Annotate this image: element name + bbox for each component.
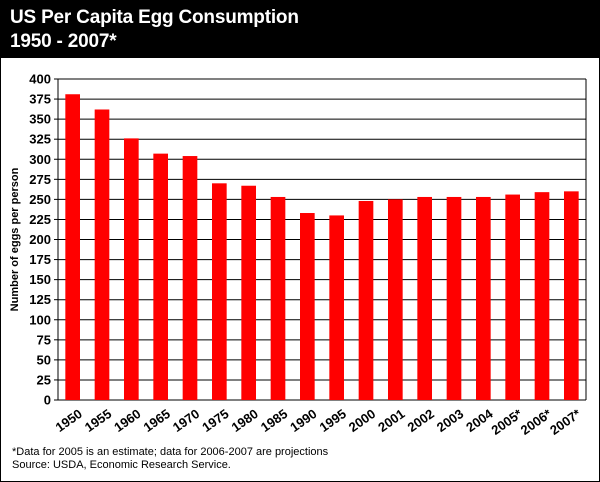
x-tick-label: 1950	[53, 406, 85, 435]
bar	[505, 194, 520, 400]
chart-subtitle: 1950 - 2007*	[10, 31, 117, 52]
bar	[182, 156, 198, 400]
footnote-source: Source: USDA, Economic Research Service.	[12, 459, 231, 471]
bar	[417, 196, 432, 400]
y-tick-label: 150	[29, 272, 51, 287]
bar	[153, 153, 168, 400]
y-tick-label: 50	[37, 352, 51, 367]
footnote-estimate: *Data for 2005 is an estimate; data for …	[12, 446, 329, 458]
chart-title: US Per Capita Egg Consumption	[10, 7, 299, 28]
bar	[124, 138, 139, 400]
x-tick-label: 1970	[170, 406, 202, 435]
x-tick-label: 2001	[375, 406, 407, 435]
y-tick-label: 200	[29, 232, 51, 247]
bar	[534, 192, 550, 400]
title-bar: US Per Capita Egg Consumption 1950 - 200…	[1, 1, 599, 58]
y-tick-label: 0	[44, 393, 51, 408]
y-tick-label: 325	[29, 132, 51, 147]
x-tick-label: 2002	[405, 406, 437, 435]
y-tick-label: 275	[29, 172, 51, 187]
y-tick-label: 75	[37, 332, 51, 347]
bar	[446, 196, 462, 400]
x-tick-label: 2000	[346, 406, 378, 435]
x-tick-label: 1965	[141, 406, 173, 435]
bar	[270, 196, 286, 400]
bar	[94, 109, 110, 401]
x-tick-label: 2007*	[547, 405, 584, 437]
y-tick-label: 175	[29, 252, 51, 267]
y-tick-label: 375	[29, 92, 51, 107]
bar	[300, 213, 315, 400]
x-tick-label: 1990	[287, 406, 319, 435]
x-tick-label: 1955	[82, 406, 114, 435]
y-tick-label: 400	[29, 72, 51, 87]
bar	[212, 183, 227, 400]
x-tick-label: 1985	[258, 406, 290, 435]
y-tick-label: 250	[29, 192, 51, 207]
bar	[65, 94, 80, 400]
y-tick-label: 25	[37, 372, 51, 387]
x-tick-label: 1960	[111, 406, 143, 435]
x-tick-label: 1980	[229, 406, 261, 435]
y-tick-label: 125	[29, 292, 51, 307]
bar	[388, 199, 403, 400]
bar	[241, 185, 256, 400]
bar	[329, 215, 344, 400]
x-tick-label: 1975	[199, 406, 231, 435]
y-axis-label: Number of eggs per person	[9, 167, 21, 311]
y-tick-label: 100	[29, 312, 51, 327]
bar	[358, 200, 374, 400]
x-tick-label: 2003	[434, 406, 466, 435]
x-tick-label: 1995	[317, 406, 349, 435]
x-tick-label: 2005*	[488, 405, 525, 437]
bar	[564, 191, 579, 400]
y-tick-label: 225	[29, 212, 51, 227]
x-tick-label: 2006*	[518, 405, 555, 437]
y-tick-label: 300	[29, 152, 51, 167]
bar	[476, 196, 491, 400]
y-tick-label: 350	[29, 112, 51, 127]
